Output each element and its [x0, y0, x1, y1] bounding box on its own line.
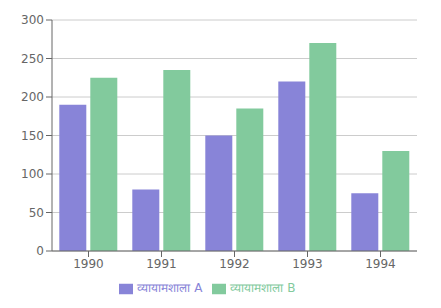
- svg-text:1994: 1994: [365, 257, 396, 271]
- html-text:व्यायामशाला A: व्यायामशाला A: [137, 281, 203, 295]
- html-text:व्यायामशाला B: व्यायामशाला B: [230, 281, 296, 295]
- svg-text:0: 0: [36, 244, 44, 258]
- svg-text:100: 100: [21, 167, 44, 181]
- svg-text:300: 300: [21, 13, 44, 27]
- svg-text:250: 250: [21, 52, 44, 66]
- svg-text:1991: 1991: [146, 257, 177, 271]
- svg-text:1992: 1992: [219, 257, 250, 271]
- svg-text:1993: 1993: [292, 257, 323, 271]
- svg-text:1990: 1990: [73, 257, 104, 271]
- svg-text:150: 150: [21, 129, 44, 143]
- svg-text:50: 50: [29, 206, 44, 220]
- svg-text:200: 200: [21, 90, 44, 104]
